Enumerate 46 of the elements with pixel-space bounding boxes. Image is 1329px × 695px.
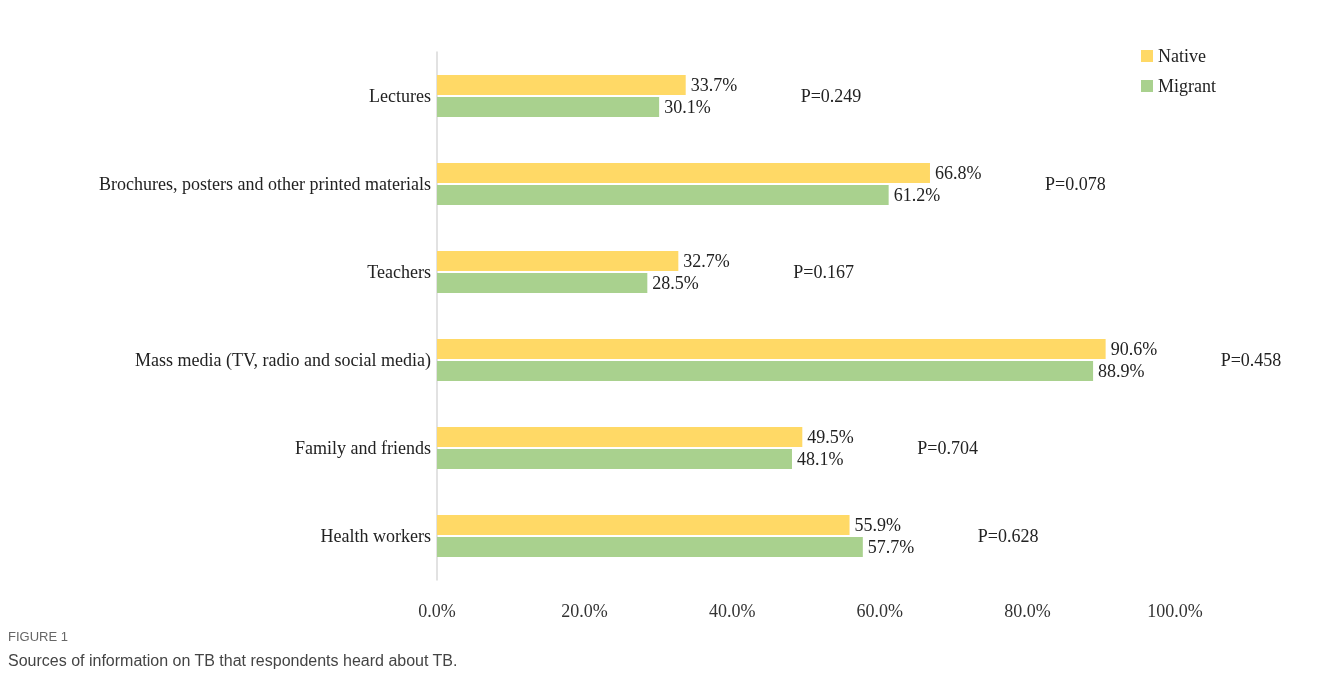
x-tick-label: 100.0%: [1147, 601, 1203, 621]
bar: [437, 449, 792, 469]
data-label: 66.8%: [934, 163, 982, 183]
annotation: P=0.628: [977, 526, 1039, 546]
bar: [437, 273, 648, 293]
data-label: 57.7%: [867, 537, 915, 557]
x-tick-label: 60.0%: [856, 601, 904, 621]
bar: [437, 251, 679, 271]
bar: [437, 537, 863, 557]
bar: [437, 185, 889, 205]
source-note: Sources of information on TB that respondents heard about TB.: [8, 651, 458, 669]
x-tick-label: 0.0%: [418, 601, 456, 621]
y-tick-label: Health workers: [320, 526, 431, 546]
y-tick-label: Family and friends: [295, 438, 431, 458]
bar: [437, 97, 660, 117]
annotation: P=0.078: [1044, 174, 1106, 194]
data-label: 55.9%: [854, 515, 902, 535]
data-label: 30.1%: [664, 97, 711, 117]
bar: [437, 339, 1106, 359]
legend-label: Migrant: [1158, 76, 1217, 96]
y-tick-label: Mass media (TV, radio and social media): [134, 350, 431, 371]
legend-label: Native: [1158, 46, 1206, 66]
y-tick-label: Lectures: [369, 86, 431, 106]
bar: [437, 163, 930, 183]
bar: [437, 515, 850, 535]
bar: [437, 361, 1094, 381]
caption: FIGURE 1: [8, 629, 68, 644]
annotation: P=0.249: [800, 86, 862, 106]
annotation: P=0.167: [793, 262, 854, 282]
bar: [437, 427, 803, 447]
data-label: 90.6%: [1110, 339, 1158, 359]
text: P=0.458: [1220, 350, 1282, 370]
data-label: 33.7%: [690, 75, 738, 95]
x-tick-label: 40.0%: [708, 601, 756, 621]
x-tick-label: 80.0%: [1004, 601, 1051, 621]
data-label: 49.5%: [807, 427, 854, 447]
y-tick-label: Teachers: [367, 262, 431, 282]
data-label: 88.9%: [1098, 361, 1145, 381]
y-tick-label: Brochures, posters and other printed materials: [99, 174, 431, 194]
data-label: 61.2%: [893, 185, 941, 205]
x-tick-label: 20.0%: [561, 601, 608, 621]
bar: [437, 75, 686, 95]
data-label: 32.7%: [683, 251, 730, 271]
data-label: 48.1%: [796, 449, 844, 469]
data-label: 28.5%: [652, 273, 699, 293]
annotation: P=0.704: [917, 438, 978, 458]
